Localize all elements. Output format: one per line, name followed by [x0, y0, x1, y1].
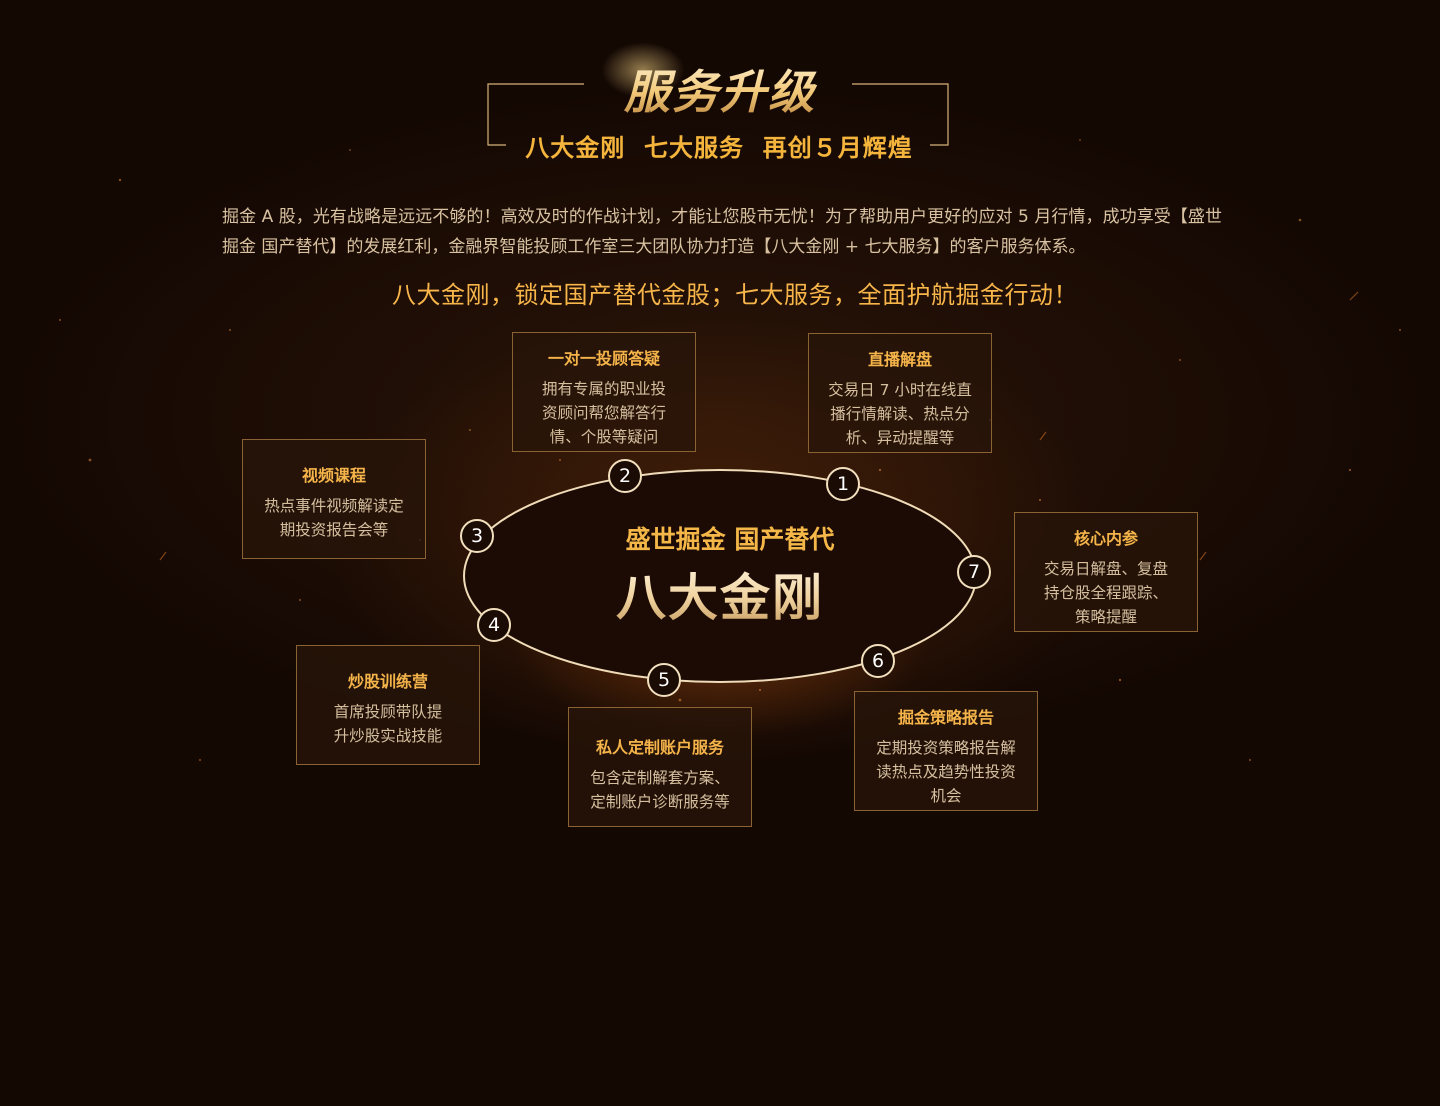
- badge-5: 5: [647, 663, 681, 697]
- title-frame: [487, 83, 949, 146]
- service-desc: 交易日解盘、复盘持仓股全程跟踪、策略提醒: [1043, 560, 1168, 626]
- title-glow: [598, 40, 688, 100]
- service-title: 炒股训练营: [347, 672, 428, 691]
- center-title: 八大金刚: [560, 558, 880, 630]
- service-card-custom: 私人定制账户服务 包含定制解套方案、定制账户诊断服务等: [568, 707, 752, 827]
- service-desc: 拥有专属的职业投资顾问帮您解答行情、个股等疑问: [541, 380, 666, 446]
- service-card-insider: 核心内参 交易日解盘、复盘持仓股全程跟踪、策略提醒: [1014, 512, 1198, 632]
- service-desc: 定期投资策略报告解读热点及趋势性投资机会: [876, 739, 1016, 805]
- badge-2: 2: [608, 459, 642, 493]
- slogan: 八大金刚，锁定国产替代金股；七大服务，全面护航掘金行动！: [392, 281, 1078, 309]
- service-desc: 包含定制解套方案、定制账户诊断服务等: [590, 769, 730, 811]
- intro-paragraph: 掘金 A 股，光有战略是远远不够的！高效及时的作战计划，才能让您股市无忧！为了帮…: [222, 207, 1222, 257]
- badge-7: 7: [957, 555, 991, 589]
- badge-4: 4: [477, 608, 511, 642]
- service-card-advisor: 一对一投顾答疑 拥有专属的职业投资顾问帮您解答行情、个股等疑问: [512, 332, 696, 452]
- service-title: 一对一投顾答疑: [547, 349, 660, 368]
- service-card-live: 直播解盘 交易日 7 小时在线直播行情解读、热点分析、异动提醒等: [808, 333, 992, 453]
- badge-6: 6: [861, 644, 895, 678]
- service-card-report: 掘金策略报告 定期投资策略报告解读热点及趋势性投资机会: [854, 691, 1038, 811]
- service-card-camp: 炒股训练营 首席投顾带队提升炒股实战技能: [296, 645, 480, 765]
- service-desc: 首席投顾带队提升炒股实战技能: [333, 703, 443, 745]
- badge-3: 3: [460, 519, 494, 553]
- section-title: 服务升级: [560, 56, 880, 122]
- service-title: 核心内参: [1073, 529, 1138, 548]
- service-card-video: 视频课程 热点事件视频解读定期投资报告会等: [242, 439, 426, 559]
- service-desc: 热点事件视频解读定期投资报告会等: [264, 497, 404, 539]
- service-title: 掘金策略报告: [897, 708, 994, 727]
- service-title: 视频课程: [301, 466, 366, 485]
- badge-1: 1: [826, 467, 860, 501]
- center-subtitle: 盛世掘金 国产替代: [625, 525, 835, 554]
- section-subtitle: 八大金刚 七大服务 再创５月辉煌: [525, 134, 913, 162]
- service-title: 私人定制账户服务: [595, 738, 724, 757]
- service-desc: 交易日 7 小时在线直播行情解读、热点分析、异动提醒等: [828, 381, 972, 447]
- service-title: 直播解盘: [867, 350, 932, 369]
